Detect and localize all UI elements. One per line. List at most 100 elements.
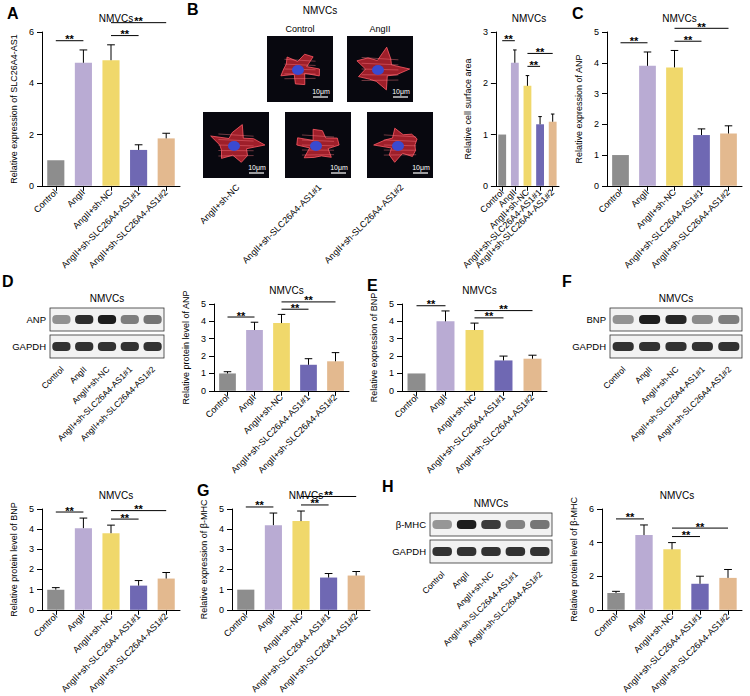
svg-text:NMVCs: NMVCs	[269, 285, 303, 296]
svg-text:**: **	[324, 489, 333, 501]
svg-text:0: 0	[594, 181, 599, 191]
svg-text:AngII+sh-SLC26A4-AS1#2: AngII+sh-SLC26A4-AS1#2	[256, 392, 339, 475]
svg-text:AngII: AngII	[626, 611, 648, 633]
svg-text:**: **	[65, 505, 74, 517]
svg-text:AngII: AngII	[255, 611, 277, 633]
svg-text:10μm: 10μm	[412, 164, 430, 172]
svg-text:4: 4	[389, 316, 394, 326]
svg-text:AngII+sh-SLC26A4-AS1#2: AngII+sh-SLC26A4-AS1#2	[87, 187, 170, 270]
svg-text:4: 4	[29, 524, 34, 534]
svg-text:Control: Control	[285, 24, 314, 34]
svg-text:5: 5	[594, 27, 599, 37]
svg-text:B: B	[187, 1, 199, 18]
svg-text:2: 2	[219, 564, 224, 574]
svg-text:5: 5	[389, 299, 394, 309]
svg-text:β-MHC: β-MHC	[396, 519, 426, 530]
svg-text:Control: Control	[32, 187, 60, 215]
svg-text:NMVCs: NMVCs	[659, 293, 693, 304]
svg-text:10μm: 10μm	[330, 164, 348, 172]
svg-text:Control: Control	[601, 364, 628, 391]
svg-text:A: A	[7, 5, 19, 22]
svg-text:2: 2	[29, 130, 34, 140]
svg-text:Relative expression of SLC26A4: Relative expression of SLC26A4-AS1	[9, 34, 19, 184]
svg-text:F: F	[562, 273, 572, 290]
svg-text:NMVCs: NMVCs	[303, 5, 337, 16]
svg-text:Control: Control	[420, 569, 447, 596]
svg-text:Relative expression of β-MHC: Relative expression of β-MHC	[199, 499, 209, 619]
svg-text:Control: Control	[32, 611, 60, 639]
svg-text:10μm: 10μm	[392, 88, 410, 96]
svg-text:**: **	[237, 310, 246, 322]
svg-text:2: 2	[483, 78, 488, 88]
svg-text:**: **	[499, 303, 508, 315]
svg-text:3: 3	[201, 334, 206, 344]
svg-text:AngII+sh-SLC26A4-AS1#2: AngII+sh-SLC26A4-AS1#2	[473, 187, 556, 270]
svg-text:Relative protein level of BNP: Relative protein level of BNP	[9, 502, 19, 617]
svg-text:5: 5	[201, 299, 206, 309]
svg-text:**: **	[696, 521, 705, 533]
svg-text:2: 2	[201, 351, 206, 361]
svg-text:NMVCs: NMVCs	[462, 285, 496, 296]
svg-text:Relative expression of ANP: Relative expression of ANP	[574, 54, 584, 163]
svg-text:6: 6	[589, 504, 594, 514]
svg-text:0: 0	[589, 605, 594, 615]
svg-text:**: **	[682, 529, 691, 541]
svg-text:NMVCs: NMVCs	[289, 490, 323, 501]
svg-text:Relative protein level of β-MH: Relative protein level of β-MHC	[569, 497, 579, 622]
svg-text:AngII+sh-SLC26A4-AS1#2: AngII+sh-SLC26A4-AS1#2	[654, 364, 733, 443]
svg-text:**: **	[697, 21, 706, 33]
svg-text:AngII: AngII	[629, 187, 651, 209]
svg-text:4: 4	[201, 316, 206, 326]
svg-text:AngII: AngII	[65, 611, 87, 633]
svg-text:AngII+sh-NC: AngII+sh-NC	[198, 182, 242, 226]
svg-text:3: 3	[483, 27, 488, 37]
svg-text:**: **	[65, 33, 74, 45]
svg-text:4: 4	[594, 58, 599, 68]
svg-text:**: **	[684, 34, 693, 46]
svg-text:10μm: 10μm	[312, 88, 330, 96]
svg-text:AngII: AngII	[65, 187, 87, 209]
svg-text:C: C	[572, 5, 584, 22]
svg-text:BNP: BNP	[586, 314, 606, 325]
svg-text:10μm: 10μm	[248, 164, 266, 172]
svg-text:3: 3	[389, 334, 394, 344]
svg-text:1: 1	[483, 130, 488, 140]
svg-text:2: 2	[594, 119, 599, 129]
svg-text:**: **	[134, 15, 143, 27]
svg-text:1: 1	[29, 585, 34, 595]
svg-text:**: **	[304, 294, 313, 306]
svg-text:2: 2	[29, 564, 34, 574]
svg-text:AngII+sh-SLC26A4-AS1#1: AngII+sh-SLC26A4-AS1#1	[461, 187, 544, 270]
svg-text:Control: Control	[596, 187, 624, 215]
svg-text:D: D	[2, 273, 14, 290]
svg-text:NMVCs: NMVCs	[99, 490, 133, 501]
svg-text:2: 2	[589, 571, 594, 581]
svg-text:NMVCs: NMVCs	[660, 490, 694, 501]
svg-text:Control: Control	[39, 364, 66, 391]
svg-text:**: **	[121, 28, 130, 40]
svg-text:AngII+sh-SLC26A4-AS1#2: AngII+sh-SLC26A4-AS1#2	[649, 187, 732, 270]
svg-text:**: **	[626, 511, 635, 523]
svg-text:**: **	[134, 503, 143, 515]
svg-text:AngII: AngII	[236, 392, 258, 414]
svg-text:4: 4	[219, 524, 224, 534]
svg-text:AngII: AngII	[427, 392, 449, 414]
svg-text:5: 5	[219, 504, 224, 514]
svg-text:1: 1	[219, 585, 224, 595]
svg-text:AngII+sh-SLC26A4-AS1#2: AngII+sh-SLC26A4-AS1#2	[465, 569, 544, 648]
svg-text:4: 4	[29, 78, 34, 88]
svg-text:Relative cell surface area: Relative cell surface area	[463, 58, 473, 159]
svg-text:6: 6	[29, 27, 34, 37]
svg-text:AngII+sh-SLC26A4-AS1#2: AngII+sh-SLC26A4-AS1#2	[78, 364, 157, 443]
svg-text:**: **	[630, 35, 639, 47]
svg-text:**: **	[255, 499, 264, 511]
svg-text:**: **	[121, 512, 130, 524]
svg-text:NMVCs: NMVCs	[512, 13, 546, 24]
svg-text:Control: Control	[592, 611, 620, 639]
svg-text:5: 5	[29, 504, 34, 514]
svg-text:1: 1	[389, 368, 394, 378]
svg-text:Control: Control	[392, 392, 420, 420]
svg-text:1: 1	[201, 368, 206, 378]
svg-text:H: H	[382, 478, 394, 495]
svg-text:Relative expression of BNP: Relative expression of BNP	[369, 293, 379, 403]
